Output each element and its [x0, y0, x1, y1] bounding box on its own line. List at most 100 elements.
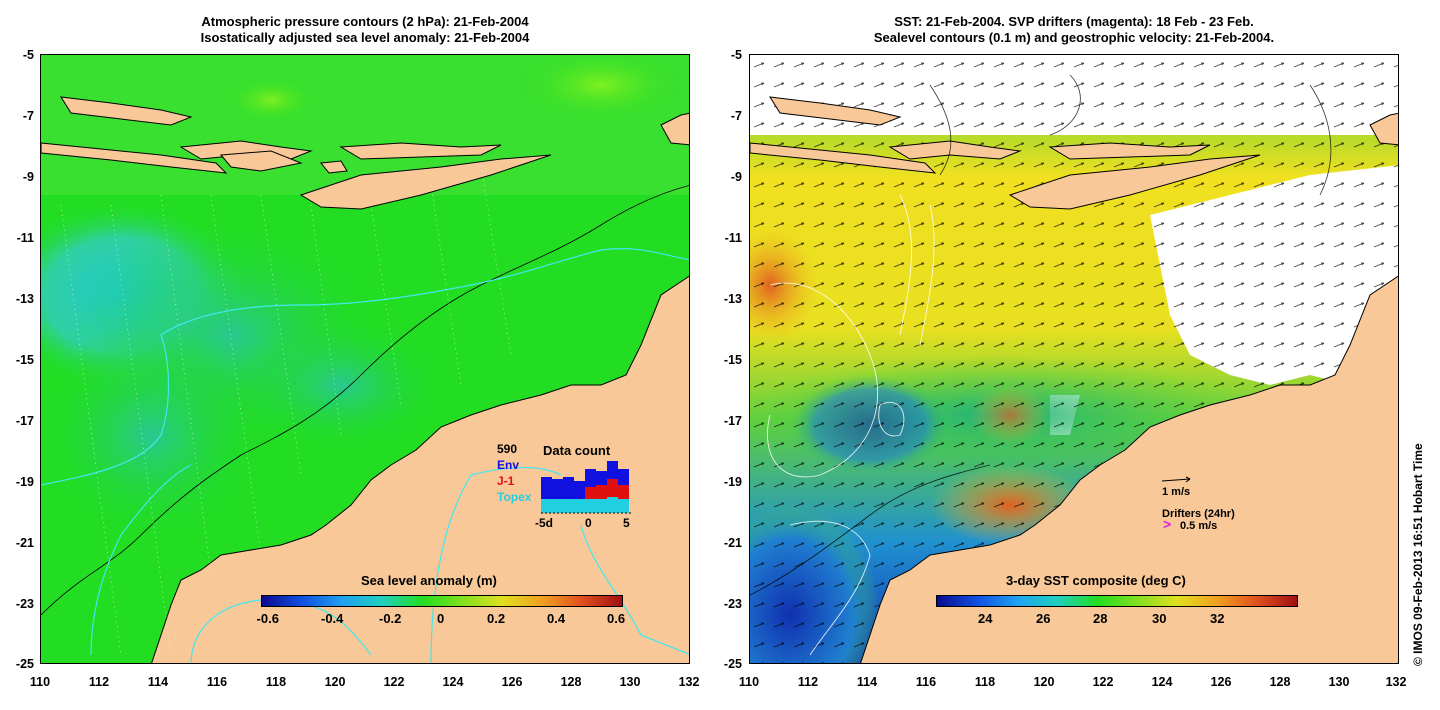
lat-tick: -25 [15, 657, 34, 671]
lat-tick: -11 [724, 231, 742, 245]
left-title-line2: Isostatically adjusted sea level anomaly… [200, 30, 530, 45]
drifters-label: Drifters (24hr) [1162, 508, 1235, 520]
flores-island [1048, 142, 1211, 160]
lon-tick: 124 [442, 675, 464, 689]
drifter-scale-label: 0.5 m/s [1180, 520, 1217, 532]
colorbar-tick: 28 [1093, 611, 1108, 626]
lon-tick: 128 [1269, 675, 1291, 689]
colorbar-tick: 30 [1152, 611, 1167, 626]
sea-level-contour-black [41, 185, 689, 616]
lat-tick: -23 [15, 597, 34, 611]
sea-level-colorbar-ticks: -0.6 -0.4 -0.2 0 0.2 0.4 0.6 [257, 611, 626, 627]
lat-tick: -17 [15, 414, 34, 428]
imos-credit: © IMOS 09-Feb-2013 16:51 Hobart Time [1411, 443, 1425, 666]
colorbar-tick: -0.6 [256, 611, 279, 626]
colorbar-tick: -0.4 [321, 611, 344, 626]
lon-tick: 130 [619, 675, 641, 689]
flores-island [339, 142, 502, 160]
lat-tick: -11 [16, 231, 34, 245]
colorbar-tick: -0.2 [379, 611, 402, 626]
data-count-max: 590 [497, 442, 517, 456]
right-title-line2: Sealevel contours (0.1 m) and geostrophi… [873, 30, 1275, 45]
satellite-tracks [60, 164, 512, 656]
black-contours [750, 74, 1332, 596]
colorbar-tick: 0 [437, 611, 445, 626]
sea-level-map-svg [41, 55, 689, 663]
lat-tick: -13 [723, 292, 742, 306]
lon-tick: 126 [1210, 675, 1232, 689]
lat-tick: -21 [15, 536, 34, 550]
lon-tick: 126 [501, 675, 523, 689]
pressure-contour-cyan [41, 248, 689, 486]
lat-tick: -21 [723, 536, 742, 550]
data-count-title: Data count [543, 443, 611, 458]
lon-tick: 122 [1092, 675, 1114, 689]
sst-map[interactable]: 1 m/s Drifters (24hr) > 0.5 m/s 3-day SS… [749, 54, 1399, 664]
colorbar-tick: 0.2 [487, 611, 506, 626]
velocity-scale: 1 m/s Drifters (24hr) > 0.5 m/s [1161, 476, 1235, 532]
pressure-contour-cyan-land-east [430, 466, 562, 663]
lon-tick: 112 [797, 675, 819, 689]
lon-tick: 132 [678, 675, 700, 689]
pressure-contour-cyan-south [90, 464, 192, 656]
small-island-b [660, 112, 689, 146]
bali-lombok-island [769, 96, 902, 126]
data-count-inset: Data count 590 Env J-1 Topex -5d 0 5 [497, 442, 633, 530]
lat-tick: -7 [730, 109, 742, 123]
anomaly-blob-n [221, 75, 321, 125]
left-title: Atmospheric pressure contours (2 hPa): 2… [40, 14, 690, 46]
colorbar-tick: 24 [978, 611, 993, 626]
sea-level-contours [767, 194, 935, 656]
lon-tick: 122 [383, 675, 405, 689]
data-count-xtick-b: 0 [585, 516, 592, 530]
sumbawa-island [888, 140, 1022, 160]
drifter-arrow-icon: > [1163, 516, 1171, 532]
lat-tick: -17 [723, 414, 742, 428]
lat-tick: -19 [15, 475, 34, 489]
lat-tick: -13 [15, 292, 34, 306]
pressure-contour-cyan-land-se [580, 524, 689, 655]
lon-tick: 124 [1151, 675, 1173, 689]
lon-tick: 130 [1328, 675, 1350, 689]
lon-tick: 118 [974, 675, 996, 689]
velocity-scale-label: 1 m/s [1162, 486, 1190, 498]
lon-tick: 116 [206, 675, 228, 689]
left-title-line1: Atmospheric pressure contours (2 hPa): 2… [201, 14, 529, 29]
lon-tick: 120 [1033, 675, 1055, 689]
lat-tick: -7 [22, 109, 34, 123]
sea-level-anomaly-map[interactable]: Data count 590 Env J-1 Topex -5d 0 5 Sea… [40, 54, 690, 664]
lat-tick: -15 [723, 353, 742, 367]
sst-colorbar-label: 3-day SST composite (deg C) [1006, 573, 1186, 588]
lon-tick: 114 [147, 675, 169, 689]
java-island [750, 142, 937, 174]
colorbar-tick: 26 [1036, 611, 1051, 626]
right-title: SST: 21-Feb-2004. SVP drifters (magenta)… [749, 14, 1399, 46]
lon-tick: 110 [738, 675, 760, 689]
right-title-line1: SST: 21-Feb-2004. SVP drifters (magenta)… [894, 14, 1254, 29]
lat-tick: -25 [723, 657, 742, 671]
australia-landmass [151, 275, 689, 663]
australia-landmass [860, 275, 1398, 663]
lon-tick: 128 [560, 675, 582, 689]
legend-env: Env [497, 458, 519, 472]
timor-island [299, 154, 552, 210]
lat-tick: -9 [730, 170, 742, 184]
sst-colorbar [936, 595, 1298, 607]
lon-tick: 112 [88, 675, 110, 689]
data-count-xtick-c: 5 [623, 516, 630, 530]
java-island [41, 142, 228, 174]
lat-tick: -9 [22, 170, 34, 184]
bali-lombok-island [60, 96, 193, 126]
sea-level-colorbar-label: Sea level anomaly (m) [361, 573, 497, 588]
anomaly-blob-east [231, 315, 451, 455]
anomaly-blob-south [41, 325, 271, 545]
lon-tick: 120 [324, 675, 346, 689]
lat-tick: -5 [22, 48, 34, 62]
lat-tick: -19 [723, 475, 742, 489]
lon-tick: 116 [915, 675, 937, 689]
data-count-bars [541, 461, 629, 513]
sumba-island [219, 150, 303, 172]
sst-map-svg [750, 55, 1398, 663]
colorbar-tick: 32 [1210, 611, 1225, 626]
sea-level-colorbar [261, 595, 623, 607]
